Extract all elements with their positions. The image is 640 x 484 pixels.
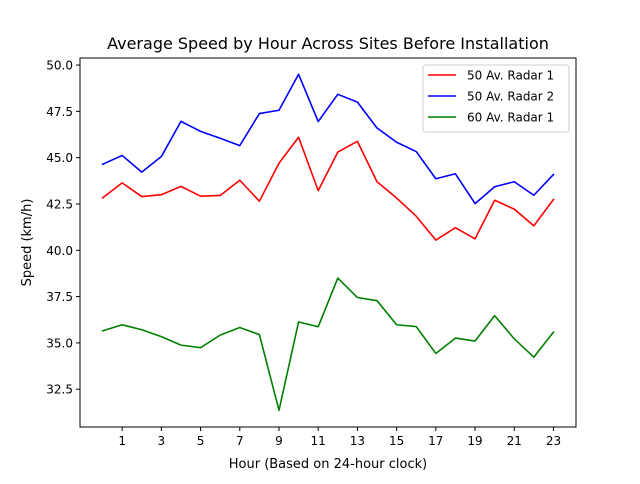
- y-tick-label: 32.5: [46, 383, 73, 397]
- x-axis: 1 3 5 7 9 11 13 15 17 19 21 23: [118, 427, 561, 448]
- x-tick-label: 3: [158, 434, 166, 448]
- y-tick-label: 35.0: [46, 336, 73, 350]
- x-tick-label: 5: [197, 434, 205, 448]
- series-line-1: [101, 136, 555, 241]
- y-axis-label: Speed (km/h): [20, 199, 35, 287]
- x-tick-label: 15: [389, 434, 404, 448]
- y-tick-label: 42.5: [46, 197, 73, 211]
- y-tick-label: 37.5: [46, 290, 73, 304]
- x-tick-label: 11: [311, 434, 326, 448]
- x-tick-label: 13: [350, 434, 365, 448]
- legend: 50 Av. Radar 1 50 Av. Radar 2 60 Av. Radar…: [422, 64, 570, 133]
- legend-items: 50 Av. Radar 1 50 Av. Radar 2 60 Av. Radar…: [428, 69, 554, 125]
- y-axis: 32.5 35.0 37.5 40.0 42.5 45.0 47.5 50.0: [46, 59, 80, 397]
- legend-box: [422, 64, 570, 133]
- y-tick-label: 47.5: [46, 105, 73, 119]
- x-tick-label: 7: [236, 434, 244, 448]
- x-tick-label: 23: [546, 434, 561, 448]
- chart-title: Average Speed by Hour Across Sites Befor…: [107, 34, 549, 53]
- series-line-2: [101, 73, 555, 205]
- y-tick-label: 40.0: [46, 244, 73, 258]
- legend-label: 60 Av. Radar 1: [467, 111, 554, 125]
- x-tick-label: 19: [467, 434, 482, 448]
- legend-label: 50 Av. Radar 1: [467, 69, 554, 83]
- x-axis-label: Hour (Based on 24-hour clock): [229, 457, 428, 472]
- x-tick-label: 21: [507, 434, 522, 448]
- x-tick-label: 9: [275, 434, 283, 448]
- y-tick-label: 45.0: [46, 151, 73, 165]
- series-line-3: [101, 277, 555, 412]
- y-tick-label: 50.0: [46, 59, 73, 73]
- axes-frame: [79, 57, 577, 428]
- x-tick-label: 17: [428, 434, 443, 448]
- legend-label: 50 Av. Radar 2: [467, 90, 554, 104]
- x-tick-label: 1: [118, 434, 126, 448]
- series-layer: [101, 73, 555, 412]
